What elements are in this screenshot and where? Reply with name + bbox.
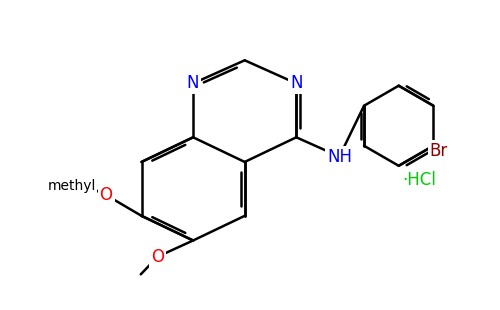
- Text: Br: Br: [430, 142, 448, 160]
- Text: N: N: [187, 74, 200, 92]
- Text: O: O: [100, 186, 112, 204]
- Text: O: O: [151, 248, 164, 266]
- Text: NH: NH: [327, 148, 352, 166]
- Text: N: N: [290, 74, 302, 92]
- Text: methyl: methyl: [48, 179, 96, 193]
- Text: ·HCl: ·HCl: [402, 170, 436, 189]
